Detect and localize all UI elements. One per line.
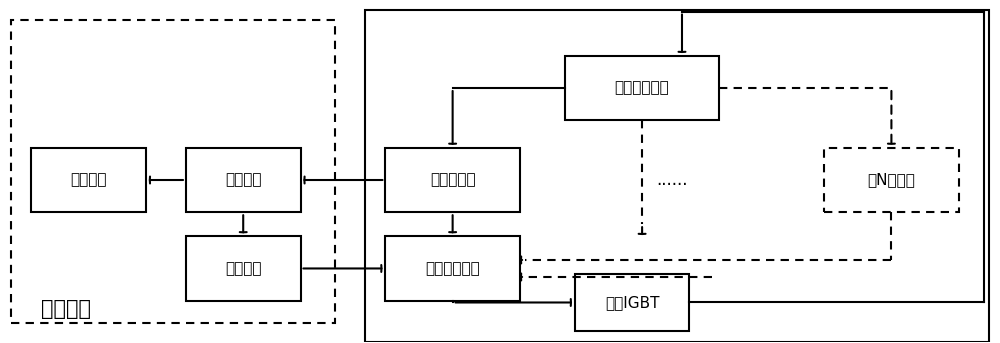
Bar (385, 236, 520, 301)
Text: 串联IGBT: 串联IGBT (605, 295, 659, 310)
Bar (385, 148, 520, 212)
Text: 隔离单元: 隔离单元 (225, 173, 261, 188)
Bar (186, 148, 301, 212)
Bar (365, 10, 989, 342)
Text: 第N比较器: 第N比较器 (867, 173, 915, 188)
Bar (31, 148, 146, 212)
Text: 第一比较器: 第一比较器 (430, 173, 475, 188)
Bar (186, 236, 301, 301)
Bar (824, 148, 959, 212)
Text: 栅极电阻模块: 栅极电阻模块 (425, 261, 480, 276)
Text: 控制单元: 控制单元 (70, 173, 107, 188)
Text: 控制模块: 控制模块 (41, 299, 91, 319)
Text: 电压采集模块: 电压采集模块 (615, 81, 669, 96)
Bar (11, 20, 335, 323)
Text: ......: ...... (656, 171, 688, 189)
Bar (565, 56, 719, 120)
Bar (575, 274, 689, 331)
Text: 驱动单元: 驱动单元 (225, 261, 261, 276)
